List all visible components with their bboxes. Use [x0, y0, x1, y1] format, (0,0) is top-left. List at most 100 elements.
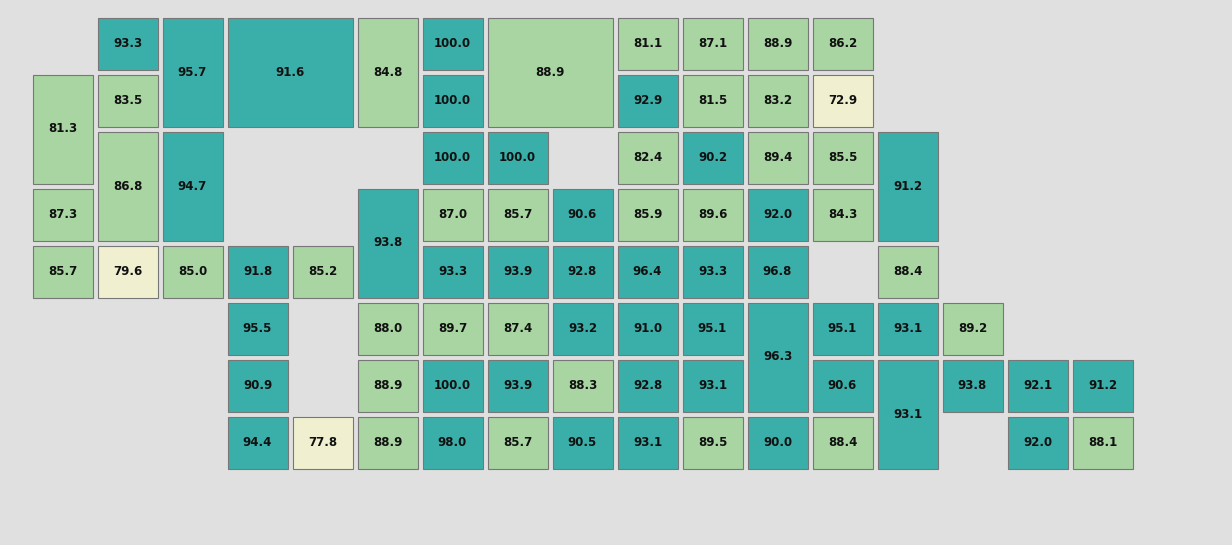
- Text: 90.0: 90.0: [763, 436, 792, 449]
- Text: 93.9: 93.9: [503, 265, 532, 278]
- Text: 93.3: 93.3: [437, 265, 467, 278]
- Bar: [423, 302, 483, 354]
- Text: 90.5: 90.5: [568, 436, 598, 449]
- Bar: [877, 302, 938, 354]
- Text: 100.0: 100.0: [434, 37, 471, 50]
- Text: 92.9: 92.9: [633, 94, 662, 107]
- Text: 93.1: 93.1: [893, 408, 922, 421]
- Text: 87.0: 87.0: [437, 208, 467, 221]
- Text: 88.9: 88.9: [763, 37, 792, 50]
- Bar: [877, 360, 938, 469]
- Bar: [423, 131, 483, 184]
- Bar: [748, 302, 807, 411]
- Bar: [683, 17, 743, 70]
- Bar: [423, 17, 483, 70]
- Bar: [683, 416, 743, 469]
- Bar: [942, 360, 1003, 411]
- Bar: [683, 360, 743, 411]
- Bar: [423, 245, 483, 298]
- Bar: [617, 17, 678, 70]
- Bar: [877, 245, 938, 298]
- Text: 93.9: 93.9: [503, 379, 532, 392]
- Text: 89.4: 89.4: [763, 151, 792, 164]
- Bar: [228, 416, 287, 469]
- Bar: [292, 245, 352, 298]
- Text: 85.0: 85.0: [177, 265, 207, 278]
- Text: 93.8: 93.8: [373, 237, 402, 250]
- Text: 96.8: 96.8: [763, 265, 792, 278]
- Bar: [488, 416, 547, 469]
- Text: 85.9: 85.9: [633, 208, 662, 221]
- Text: 90.6: 90.6: [568, 208, 598, 221]
- Text: 96.3: 96.3: [763, 350, 792, 364]
- Bar: [97, 17, 158, 70]
- Text: 86.2: 86.2: [828, 37, 857, 50]
- Text: 83.5: 83.5: [113, 94, 142, 107]
- Bar: [97, 75, 158, 126]
- Bar: [683, 245, 743, 298]
- Text: 90.2: 90.2: [699, 151, 727, 164]
- Bar: [228, 302, 287, 354]
- Bar: [748, 245, 807, 298]
- Text: 92.8: 92.8: [633, 379, 662, 392]
- Bar: [32, 75, 92, 184]
- Bar: [552, 416, 612, 469]
- Bar: [812, 131, 872, 184]
- Text: 88.3: 88.3: [568, 379, 598, 392]
- Bar: [163, 131, 223, 240]
- Text: 83.2: 83.2: [763, 94, 792, 107]
- Text: 85.7: 85.7: [503, 436, 532, 449]
- Bar: [228, 360, 287, 411]
- Text: 93.2: 93.2: [568, 322, 598, 335]
- Text: 88.4: 88.4: [828, 436, 857, 449]
- Text: 92.0: 92.0: [763, 208, 792, 221]
- Bar: [488, 189, 547, 240]
- Text: 91.8: 91.8: [243, 265, 272, 278]
- Text: 79.6: 79.6: [113, 265, 142, 278]
- Text: 89.7: 89.7: [437, 322, 467, 335]
- Bar: [617, 131, 678, 184]
- Bar: [812, 302, 872, 354]
- Text: 88.9: 88.9: [373, 436, 402, 449]
- Bar: [357, 17, 418, 126]
- Bar: [683, 302, 743, 354]
- Bar: [683, 131, 743, 184]
- Text: 85.5: 85.5: [828, 151, 857, 164]
- Bar: [228, 245, 287, 298]
- Bar: [357, 302, 418, 354]
- Text: 100.0: 100.0: [434, 379, 471, 392]
- Text: 92.1: 92.1: [1023, 379, 1052, 392]
- Text: 95.5: 95.5: [243, 322, 272, 335]
- Bar: [1073, 416, 1132, 469]
- Text: 93.8: 93.8: [957, 379, 987, 392]
- Bar: [748, 131, 807, 184]
- Bar: [488, 131, 547, 184]
- Bar: [423, 360, 483, 411]
- Bar: [357, 189, 418, 298]
- Bar: [32, 245, 92, 298]
- Bar: [748, 416, 807, 469]
- Text: 93.1: 93.1: [699, 379, 727, 392]
- Bar: [1008, 360, 1067, 411]
- Bar: [942, 302, 1003, 354]
- Bar: [357, 360, 418, 411]
- Bar: [617, 189, 678, 240]
- Text: 88.0: 88.0: [373, 322, 402, 335]
- Text: 85.7: 85.7: [48, 265, 78, 278]
- Text: 91.0: 91.0: [633, 322, 662, 335]
- Text: 89.5: 89.5: [697, 436, 727, 449]
- Bar: [683, 75, 743, 126]
- Text: 86.8: 86.8: [113, 179, 142, 192]
- Text: 93.3: 93.3: [113, 37, 142, 50]
- Text: 100.0: 100.0: [434, 151, 471, 164]
- Bar: [877, 131, 938, 240]
- Bar: [812, 189, 872, 240]
- Text: 92.0: 92.0: [1023, 436, 1052, 449]
- Bar: [748, 189, 807, 240]
- Bar: [1008, 416, 1067, 469]
- Bar: [748, 17, 807, 70]
- Text: 82.4: 82.4: [633, 151, 662, 164]
- Text: 81.1: 81.1: [633, 37, 662, 50]
- Bar: [32, 189, 92, 240]
- Bar: [812, 360, 872, 411]
